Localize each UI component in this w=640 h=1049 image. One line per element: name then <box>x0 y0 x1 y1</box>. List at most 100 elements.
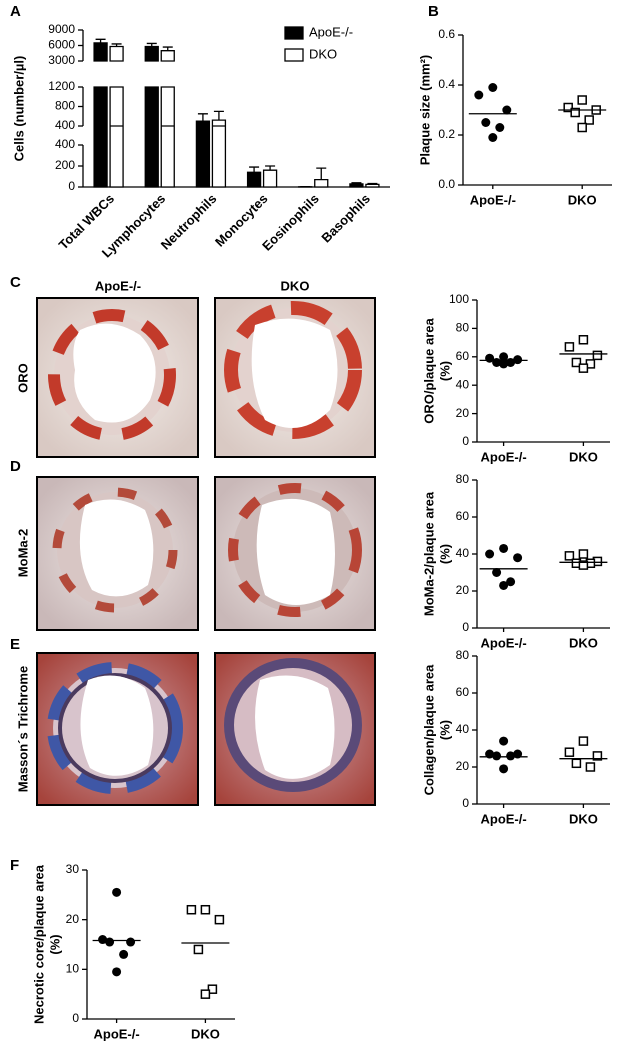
y-tick-label: 0.2 <box>438 127 455 141</box>
data-point <box>578 363 589 373</box>
x-tick-label: DKO <box>569 635 598 650</box>
x-tick-label: Neutrophils <box>158 191 220 253</box>
y-tick-label: 100 <box>449 292 469 306</box>
data-point <box>499 736 509 746</box>
data-point <box>585 762 596 772</box>
panel-letter: D <box>10 458 21 475</box>
legend-swatch <box>284 26 304 40</box>
micrograph-row-label: Masson´s Trichrome <box>15 666 30 792</box>
data-point <box>499 764 509 774</box>
data-point <box>492 568 502 577</box>
data-point <box>577 95 587 105</box>
y-axis-label: Cells (number/µl) <box>11 56 26 162</box>
data-point <box>592 350 603 361</box>
y-tick-label: 40 <box>456 377 470 391</box>
y-tick-label: 200 <box>55 158 75 172</box>
y-tick-label: 30 <box>66 862 80 876</box>
y-tick-label: 20 <box>66 912 80 926</box>
data-point <box>112 967 122 977</box>
y-tick-label: 9000 <box>48 22 75 36</box>
data-point <box>488 83 498 92</box>
micrograph-row-label: MoMa-2 <box>15 529 30 577</box>
data-point <box>200 989 211 999</box>
panel-letter: E <box>10 636 20 653</box>
micrograph <box>36 476 199 631</box>
data-point <box>499 359 509 369</box>
data-point <box>200 904 211 915</box>
x-tick-label: ApoE-/- <box>480 811 526 826</box>
micrographs: ApoE-/- DKO ORO MoMa-2 Masson´s Trichrom… <box>15 278 376 806</box>
error-bar <box>367 182 378 185</box>
bar <box>314 179 329 188</box>
y-axis-label: Collagen/plaque area <box>421 664 436 796</box>
legend-swatch <box>284 48 304 62</box>
error-bar <box>351 182 362 184</box>
data-point <box>563 102 573 113</box>
y-axis-label: (%) <box>47 934 62 954</box>
bar <box>109 45 124 188</box>
y-tick-label: 60 <box>456 349 470 363</box>
data-point <box>499 580 509 590</box>
y-axis-label: ORO/plaque area <box>421 317 436 423</box>
y-tick-label: 3000 <box>48 53 75 67</box>
data-point <box>492 751 502 761</box>
y-tick-label: 60 <box>456 685 470 699</box>
data-point <box>578 335 589 345</box>
data-point <box>577 122 587 133</box>
data-point <box>499 543 509 553</box>
y-axis-label: (%) <box>437 361 452 381</box>
data-point <box>481 118 491 127</box>
data-point <box>506 751 516 761</box>
y-axis-label: Necrotic core/plaque area <box>31 864 46 1024</box>
data-point <box>193 944 204 955</box>
panel-letter: F <box>10 857 19 874</box>
bar <box>195 120 211 188</box>
y-tick-label: 20 <box>456 583 470 597</box>
data-point <box>564 551 575 561</box>
error-bar <box>213 110 224 121</box>
data-point <box>119 949 129 959</box>
data-point <box>488 133 498 142</box>
data-point <box>474 90 484 100</box>
data-point <box>592 751 603 761</box>
data-point <box>564 747 575 757</box>
y-tick-label: 0 <box>68 179 75 193</box>
y-tick-label: 0 <box>462 796 469 810</box>
micrograph <box>214 476 376 631</box>
y-tick-label: 40 <box>456 722 470 736</box>
data-point <box>126 937 136 947</box>
y-tick-label: 80 <box>456 321 470 335</box>
error-bar <box>265 165 276 171</box>
data-point <box>98 935 108 945</box>
x-tick-label: Basophils <box>318 191 373 246</box>
micrograph <box>214 652 376 806</box>
micrograph <box>36 297 199 458</box>
bar <box>211 119 227 188</box>
data-point <box>186 904 197 915</box>
micrograph-row-label: ORO <box>15 363 30 393</box>
data-point <box>564 342 575 352</box>
data-point <box>584 115 594 125</box>
y-tick-label: 6000 <box>48 38 75 52</box>
y-tick-label: 40 <box>456 546 470 560</box>
x-tick-label: DKO <box>568 192 597 207</box>
bar <box>365 183 380 188</box>
y-tick-label: 0.4 <box>438 77 455 91</box>
x-tick-label: DKO <box>569 449 598 464</box>
y-axis-label: (%) <box>437 544 452 564</box>
y-tick-label: 10 <box>66 962 80 976</box>
error-bar <box>162 46 173 51</box>
data-point <box>112 887 122 897</box>
error-bar <box>316 167 327 180</box>
bar <box>246 171 262 188</box>
panel-letter: A <box>10 3 21 20</box>
y-tick-label: 0.0 <box>438 177 455 191</box>
y-axis-label: Plaque size (mm²) <box>417 55 432 166</box>
y-tick-label: 20 <box>456 406 470 420</box>
error-bar <box>111 43 122 47</box>
legend-label: DKO <box>309 46 337 61</box>
x-tick-label: DKO <box>191 1026 220 1041</box>
micrograph-column-label: ApoE-/- <box>95 278 141 293</box>
data-point <box>570 107 580 118</box>
x-tick-label: ApoE-/- <box>480 635 526 650</box>
